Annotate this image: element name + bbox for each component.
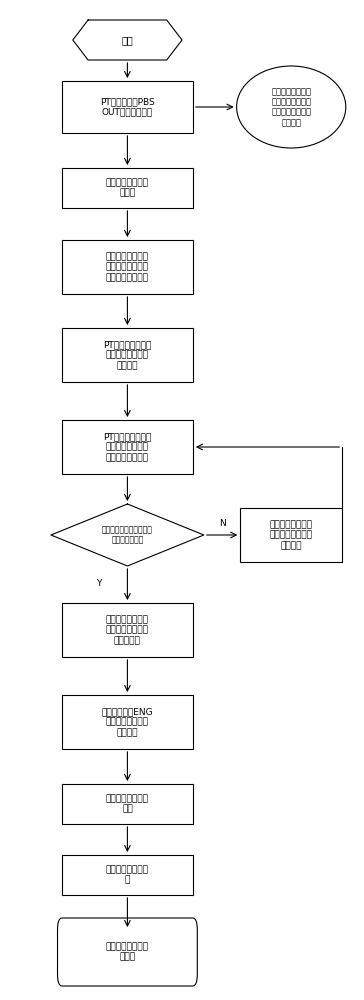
Text: 撕发动机小标签，
将其统一地点存放
后集中出货: 撕发动机小标签， 将其统一地点存放 后集中出货 bbox=[106, 615, 149, 645]
Text: 单次发动机集配顺
序结束: 单次发动机集配顺 序结束 bbox=[106, 942, 149, 962]
Text: PT集配人员检查发
动机易损零件，并
做好色标: PT集配人员检查发 动机易损零件，并 做好色标 bbox=[103, 340, 151, 370]
Bar bbox=[62, 168, 193, 208]
Text: 防呆系统显示屏中
显示未扫标签进行
防呆的发动机顺序
机型信息: 防呆系统显示屏中 显示未扫标签进行 防呆的发动机顺序 机型信息 bbox=[271, 87, 311, 127]
Bar bbox=[62, 603, 193, 657]
Text: Y: Y bbox=[96, 579, 101, 588]
FancyBboxPatch shape bbox=[58, 918, 197, 986]
Text: 无线扫描枪扫描标签与防
呆系统是否一致: 无线扫描枪扫描标签与防 呆系统是否一致 bbox=[102, 525, 153, 545]
Bar bbox=[62, 240, 193, 294]
Bar bbox=[62, 328, 193, 382]
Bar bbox=[62, 695, 193, 749]
Text: 打印机实时打印顺
序清单: 打印机实时打印顺 序清单 bbox=[106, 178, 149, 198]
Polygon shape bbox=[73, 20, 182, 60]
Text: PT集配人员按照打
印机实时打印的顺
序清单组装发动机: PT集配人员按照打 印机实时打印的顺 序清单组装发动机 bbox=[103, 432, 151, 462]
Text: 准备: 准备 bbox=[122, 35, 133, 45]
Bar bbox=[62, 855, 193, 895]
Text: N: N bbox=[219, 518, 225, 527]
Polygon shape bbox=[51, 504, 204, 566]
Ellipse shape bbox=[237, 66, 346, 148]
Text: 与防呆系统显示屏
显示不匹配，防呆
系统报警: 与防呆系统显示屏 显示不匹配，防呆 系统报警 bbox=[270, 520, 313, 550]
Text: 打锁扣，确认ENG
按照顺序组装后的
荷姿状态: 打锁扣，确认ENG 按照顺序组装后的 荷姿状态 bbox=[102, 707, 153, 737]
Bar bbox=[62, 420, 193, 474]
Text: PT端接受涂装PBS
OUT车辆顺序信息: PT端接受涂装PBS OUT车辆顺序信息 bbox=[100, 97, 155, 117]
Bar bbox=[240, 508, 342, 562]
Text: 卡车运输至整车工
厂: 卡车运输至整车工 厂 bbox=[106, 865, 149, 885]
Bar bbox=[62, 784, 193, 824]
Bar bbox=[62, 81, 193, 133]
Text: 准备好通用料架，
并在料架卡槽中插
入正确的顺序编号: 准备好通用料架， 并在料架卡槽中插 入正确的顺序编号 bbox=[106, 252, 149, 282]
Text: 叉车将装叉运至卡
车上: 叉车将装叉运至卡 车上 bbox=[106, 794, 149, 814]
